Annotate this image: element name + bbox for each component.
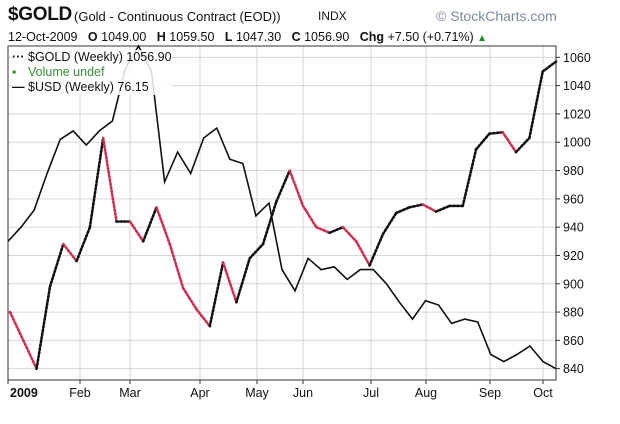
gold-series-segment xyxy=(354,240,371,267)
chart-legend: ··· $GOLD (Weekly) 1056.90 ▪ Volume undef … xyxy=(12,50,172,95)
x-tick-label: Sep xyxy=(479,386,501,400)
gold-series-segment xyxy=(381,211,398,236)
quote-date: 12-Oct-2009 xyxy=(8,30,78,44)
change-up-icon: ▲ xyxy=(477,33,488,44)
symbol-description: (Gold - Continuous Contract (EOD)) xyxy=(74,9,281,24)
close-value: 1056.90 xyxy=(304,30,350,44)
gold-series-segment xyxy=(288,169,305,208)
x-tick-label: Jul xyxy=(363,386,379,400)
exchange-label: INDX xyxy=(318,9,347,23)
gold-series-segment xyxy=(8,310,25,342)
gold-series-segment xyxy=(195,307,212,328)
gold-series-segment xyxy=(101,136,118,223)
open-value: 1049.00 xyxy=(101,30,147,44)
volume-square-icon: ▪ xyxy=(12,65,17,79)
gold-series-segment xyxy=(488,131,505,135)
gold-series-segment xyxy=(48,242,65,288)
gold-series-segment xyxy=(208,261,225,328)
legend-volume-label: Volume undef xyxy=(28,65,105,79)
low-label: L xyxy=(224,30,233,44)
y-tick-label: 920 xyxy=(563,249,584,263)
gold-series-segment xyxy=(235,256,251,304)
gold-series-segment xyxy=(501,131,518,154)
gold-series-segment xyxy=(408,203,425,209)
y-tick-label: 980 xyxy=(563,164,584,178)
quote-line: 12-Oct-2009 O 1049.00 H 1059.50 L 1047.3… xyxy=(8,30,487,44)
gold-series-segment xyxy=(514,136,531,154)
gold-series-segment xyxy=(75,225,92,263)
x-tick-label: Mar xyxy=(119,386,141,400)
y-tick-label: 1040 xyxy=(563,79,591,93)
brand-watermark: © StockCharts.com xyxy=(436,8,557,24)
y-tick-label: 960 xyxy=(563,192,584,206)
x-tick-label: Aug xyxy=(415,386,437,400)
gold-series-segment xyxy=(274,169,292,203)
gold-series-segment xyxy=(261,200,278,246)
x-tick-label: May xyxy=(245,386,269,400)
x-tick-label: Oct xyxy=(533,386,553,400)
gold-series-segment xyxy=(541,60,558,73)
x-tick-label: Apr xyxy=(190,386,209,400)
y-tick-label: 900 xyxy=(563,277,584,291)
symbol-title: $GOLD xyxy=(8,4,72,25)
low-value: 1047.30 xyxy=(235,30,282,44)
legend-gold-label: $GOLD (Weekly) 1056.90 xyxy=(28,50,172,64)
gold-series-segment xyxy=(314,225,331,235)
legend-volume: ▪ Volume undef xyxy=(12,65,172,80)
gold-series-segment xyxy=(248,242,265,260)
y-tick-label: 1020 xyxy=(563,107,591,121)
y-tick-label: 840 xyxy=(563,362,584,376)
gold-series-segment xyxy=(461,148,478,208)
x-tick-label: 2009 xyxy=(10,386,38,400)
legend-usd-label: $USD (Weekly) 76.15 xyxy=(28,80,149,94)
change-value: +7.50 (+0.71%) xyxy=(387,30,474,44)
gold-series-segment xyxy=(128,220,145,243)
gold-series-segment xyxy=(155,206,172,246)
usd-series-line xyxy=(7,44,557,370)
y-tick-label: 940 xyxy=(563,221,584,235)
gold-series-segment xyxy=(21,339,38,371)
gold-series-segment xyxy=(181,286,198,311)
gold-series-segment xyxy=(528,70,545,140)
gold-series-segment xyxy=(434,204,451,213)
gold-series-segment xyxy=(421,203,438,213)
gold-series-segment xyxy=(61,242,78,263)
y-tick-label: 1060 xyxy=(563,51,591,65)
gold-series-segment xyxy=(141,206,158,243)
y-tick-label: 1000 xyxy=(563,136,591,150)
close-label: C xyxy=(291,30,301,44)
x-tick-label: Jun xyxy=(293,386,313,400)
gold-series-segment xyxy=(168,242,185,290)
plot-frame xyxy=(7,45,557,381)
gold-series-segment xyxy=(394,206,411,215)
legend-usd: — $USD (Weekly) 76.15 xyxy=(12,80,172,95)
y-tick-label: 860 xyxy=(563,334,584,348)
gold-series-segment xyxy=(328,225,345,235)
gold-series-segment xyxy=(301,204,318,229)
gold-series-segment xyxy=(35,285,52,371)
gold-series-segment xyxy=(341,225,358,243)
gold-series-segment xyxy=(474,132,491,151)
legend-gold: ··· $GOLD (Weekly) 1056.90 xyxy=(12,50,172,65)
gold-series-segment xyxy=(88,136,105,229)
y-tick-label: 880 xyxy=(563,306,584,320)
change-label: Chg xyxy=(359,30,385,44)
solid-line-icon: — xyxy=(12,80,25,94)
x-tick-label: Feb xyxy=(69,386,91,400)
high-value: 1059.50 xyxy=(169,30,215,44)
gold-series-segment xyxy=(221,261,238,304)
open-label: O xyxy=(87,30,98,44)
dotted-line-icon: ··· xyxy=(12,50,25,64)
high-label: H xyxy=(156,30,166,44)
gold-series-segment xyxy=(368,232,385,267)
